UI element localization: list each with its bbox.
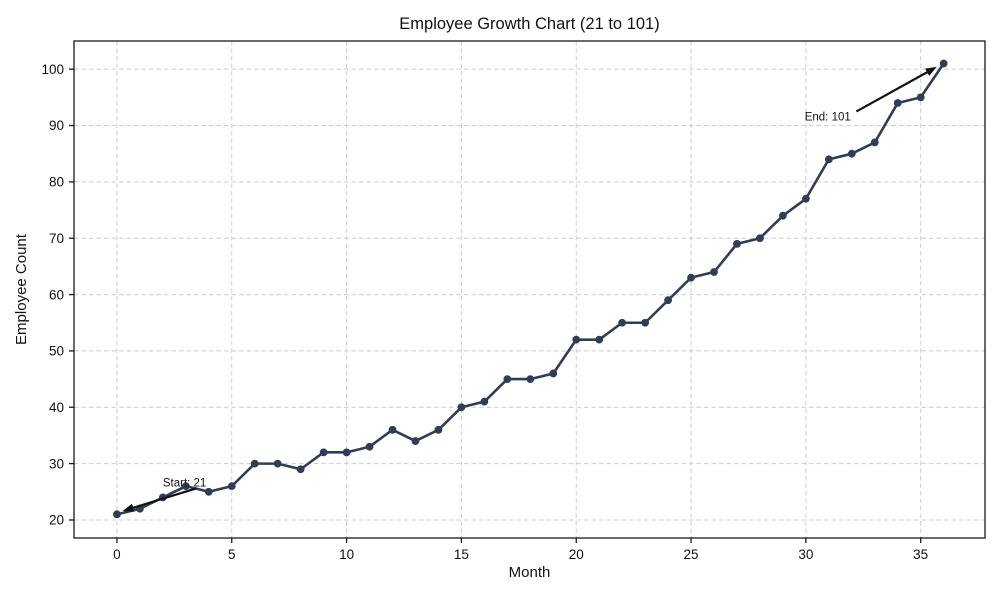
axis-ticks: 0 5 10 15 20 25 30 35 20 30 40 50 60 70 80 90 100 bbox=[41, 62, 928, 562]
data-point bbox=[687, 273, 695, 282]
series-line bbox=[115, 62, 945, 516]
data-point bbox=[847, 149, 856, 158]
y-tick-label: 30 bbox=[49, 456, 64, 471]
data-point bbox=[113, 510, 121, 519]
data-point bbox=[250, 459, 259, 468]
data-point bbox=[916, 93, 925, 102]
y-axis-label: Employee Count bbox=[13, 233, 30, 345]
data-point bbox=[181, 482, 190, 491]
plot-frame bbox=[73, 40, 986, 539]
y-tick-label: 100 bbox=[41, 62, 64, 77]
y-tick-label: 90 bbox=[49, 118, 64, 133]
y-tick-label: 60 bbox=[49, 287, 64, 302]
chart-title: Employee Growth Chart (21 to 101) bbox=[399, 15, 659, 33]
data-point bbox=[273, 459, 282, 468]
data-point bbox=[319, 448, 328, 457]
data-point bbox=[342, 448, 351, 457]
data-point bbox=[664, 296, 672, 305]
gridlines bbox=[74, 41, 985, 538]
data-point bbox=[572, 335, 581, 344]
data-point bbox=[779, 211, 787, 220]
y-tick-label: 80 bbox=[49, 175, 64, 190]
x-tick-label: 15 bbox=[454, 547, 469, 562]
x-tick-label: 0 bbox=[113, 547, 121, 562]
data-point bbox=[733, 239, 741, 248]
y-tick-label: 50 bbox=[49, 344, 64, 359]
y-tick-label: 40 bbox=[49, 400, 64, 415]
y-tick-label: 70 bbox=[49, 231, 64, 246]
annotation-label: Start: 21 bbox=[163, 478, 206, 490]
data-point bbox=[641, 318, 650, 327]
data-point bbox=[411, 437, 420, 445]
data-point bbox=[893, 99, 902, 107]
x-tick-label: 30 bbox=[798, 547, 813, 562]
data-point bbox=[434, 425, 443, 434]
y-tick-label: 20 bbox=[49, 513, 64, 528]
annotation-arrow bbox=[855, 66, 937, 113]
data-point bbox=[388, 425, 397, 434]
x-axis-label: Month bbox=[509, 564, 551, 581]
data-point bbox=[710, 268, 718, 276]
data-point bbox=[824, 155, 833, 164]
data-point bbox=[204, 487, 213, 496]
x-tick-label: 35 bbox=[913, 547, 928, 562]
data-point bbox=[296, 465, 305, 474]
data-point bbox=[503, 375, 512, 383]
x-tick-label: 5 bbox=[228, 547, 236, 562]
data-point bbox=[870, 138, 879, 147]
data-point bbox=[365, 442, 374, 451]
data-point bbox=[227, 482, 236, 491]
data-point bbox=[549, 369, 558, 378]
x-tick-label: 20 bbox=[569, 547, 584, 562]
x-tick-label: 10 bbox=[339, 547, 354, 562]
data-point bbox=[480, 397, 489, 406]
annotation-label: End: 101 bbox=[805, 111, 851, 123]
data-point bbox=[939, 59, 948, 68]
data-point bbox=[457, 403, 466, 412]
data-point bbox=[756, 234, 764, 243]
annotation-arrow bbox=[122, 487, 197, 512]
data-point bbox=[526, 375, 535, 383]
data-series bbox=[113, 59, 948, 519]
data-point bbox=[618, 318, 627, 327]
x-tick-label: 25 bbox=[684, 547, 699, 562]
data-point bbox=[595, 335, 604, 344]
annotations: Start: 21 End: 101 bbox=[122, 66, 937, 512]
data-point bbox=[801, 194, 810, 203]
